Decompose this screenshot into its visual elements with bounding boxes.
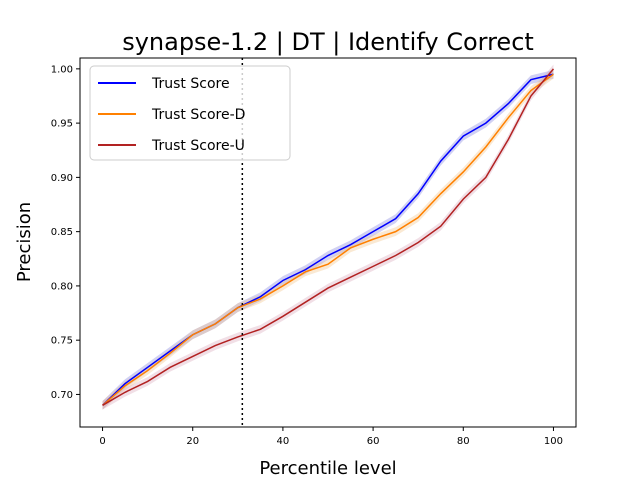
y-tick-label: 0.80 [51, 281, 73, 292]
series-lines [102, 68, 555, 406]
x-tick-label: 100 [544, 436, 563, 447]
y-tick-label: 0.75 [51, 336, 73, 347]
y-axis-ticks: 0.70 0.75 0.80 0.85 0.90 0.95 1.00 [51, 64, 80, 401]
legend-label-1: Trust Score-D [151, 107, 245, 123]
legend: Trust Score Trust Score-D Trust Score-U [89, 65, 291, 161]
legend-box [89, 65, 291, 161]
legend-label-0: Trust Score [151, 76, 230, 92]
x-tick-label: 20 [186, 436, 199, 447]
line-series-2 [102, 68, 555, 406]
y-tick-label: 0.85 [51, 227, 73, 238]
y-tick-label: 0.90 [51, 173, 73, 184]
x-axis-label: Percentile level [259, 458, 396, 479]
y-axis-label: Precision [14, 202, 35, 282]
x-tick-label: 60 [367, 436, 380, 447]
x-tick-label: 80 [457, 436, 470, 447]
plot-area-frame [79, 57, 577, 428]
y-tick-label: 1.00 [51, 64, 73, 75]
legend-label-2: Trust Score-U [151, 138, 245, 154]
line-series-1 [102, 73, 554, 406]
line-series-0 [102, 73, 554, 406]
y-tick-label: 0.95 [51, 119, 73, 130]
x-tick-label: 40 [277, 436, 290, 447]
y-tick-label: 0.70 [51, 390, 73, 401]
chart-title: synapse-1.2 | DT | Identify Correct [122, 28, 534, 56]
x-tick-label: 0 [99, 436, 105, 447]
x-axis-ticks: 0 20 40 60 80 100 [99, 427, 563, 447]
